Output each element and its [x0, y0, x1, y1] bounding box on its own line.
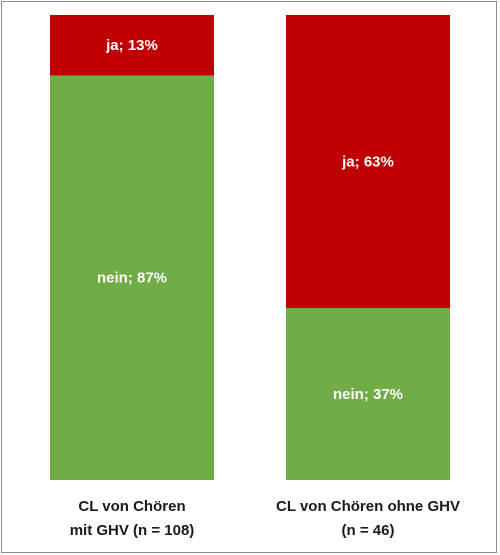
bar-segment-nein-1: [50, 75, 214, 480]
data-label-ja-1: ja; 13%: [105, 37, 158, 54]
bar-segment-nein-2: [286, 307, 450, 480]
bars-group: [50, 15, 450, 480]
data-label-ja-2: ja; 63%: [341, 153, 394, 170]
data-label-nein-1: nein; 87%: [97, 270, 167, 287]
bar-segment-ja-1: [50, 15, 214, 76]
category-label-1-line-2: mit GHV (n = 108): [70, 522, 195, 539]
data-label-nein-2: nein; 37%: [333, 386, 403, 403]
bar-segment-ja-2: [286, 15, 450, 308]
category-label-2-line-1: CL von Chören ohne GHV: [276, 498, 460, 515]
segment-labels-group: nein; 87% ja; 13% nein; 37% ja; 63%: [97, 37, 403, 403]
category-labels-group: CL von Chören mit GHV (n = 108) CL von Chö…: [70, 498, 460, 539]
category-label-1-line-1: CL von Chören: [78, 498, 185, 515]
category-label-2-line-2: (n = 46): [342, 522, 395, 539]
